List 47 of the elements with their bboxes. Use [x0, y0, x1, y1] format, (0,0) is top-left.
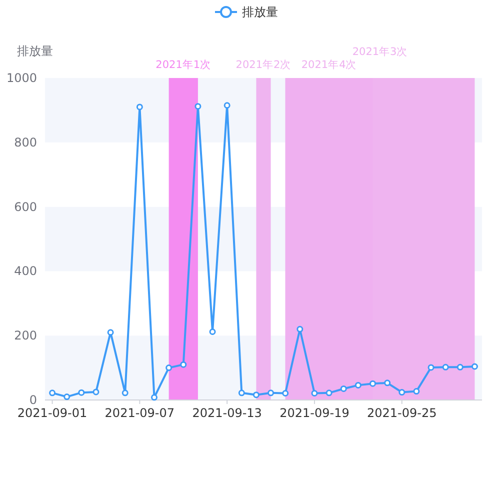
- point: [340, 385, 347, 392]
- point: [456, 364, 464, 370]
- point: [78, 389, 85, 396]
- point: [296, 326, 304, 332]
- point: [180, 361, 187, 368]
- point: [442, 364, 449, 370]
- x-tick-label: 2021-09-25: [367, 406, 437, 420]
- point: [252, 392, 260, 398]
- point: [282, 390, 289, 396]
- band-label: 2021年2次: [236, 59, 292, 71]
- band-label: 2021年1次: [156, 59, 212, 71]
- y-tick-label: 800: [14, 135, 37, 150]
- y-tick-label: 600: [14, 200, 37, 214]
- y-tick-label: 0: [29, 393, 37, 407]
- x-tick-label: 2021-09-07: [104, 406, 175, 420]
- point: [136, 104, 143, 110]
- point: [354, 382, 362, 388]
- point: [166, 364, 172, 372]
- point: [122, 390, 128, 396]
- band-label: 2021年3次: [352, 46, 408, 58]
- x-tick-label: 2021-09-13: [192, 406, 262, 420]
- point: [64, 394, 70, 400]
- point: [268, 390, 274, 396]
- y-tick-label: 200: [14, 328, 37, 343]
- point: [311, 390, 318, 396]
- legend-label: 排放量: [242, 5, 278, 19]
- point: [151, 394, 158, 401]
- point: [428, 364, 434, 371]
- point: [398, 389, 406, 396]
- point: [413, 388, 420, 395]
- y-axis-title: 排放量: [17, 44, 53, 58]
- point: [92, 388, 100, 396]
- y-tick-label: 400: [14, 264, 37, 278]
- point: [471, 363, 478, 370]
- point: [209, 328, 216, 335]
- point: [238, 390, 245, 396]
- point: [49, 390, 56, 396]
- point: [107, 329, 114, 336]
- x-tick-label: 2021-09-19: [280, 406, 350, 420]
- band-label: 2021年4次: [301, 59, 357, 71]
- point: [384, 380, 391, 386]
- point: [194, 103, 202, 110]
- y-tick-label: 1000: [6, 71, 37, 85]
- point: [224, 102, 230, 109]
- x-tick-label: 2021-09-01: [17, 406, 88, 420]
- point: [326, 390, 332, 396]
- point: [370, 380, 376, 387]
